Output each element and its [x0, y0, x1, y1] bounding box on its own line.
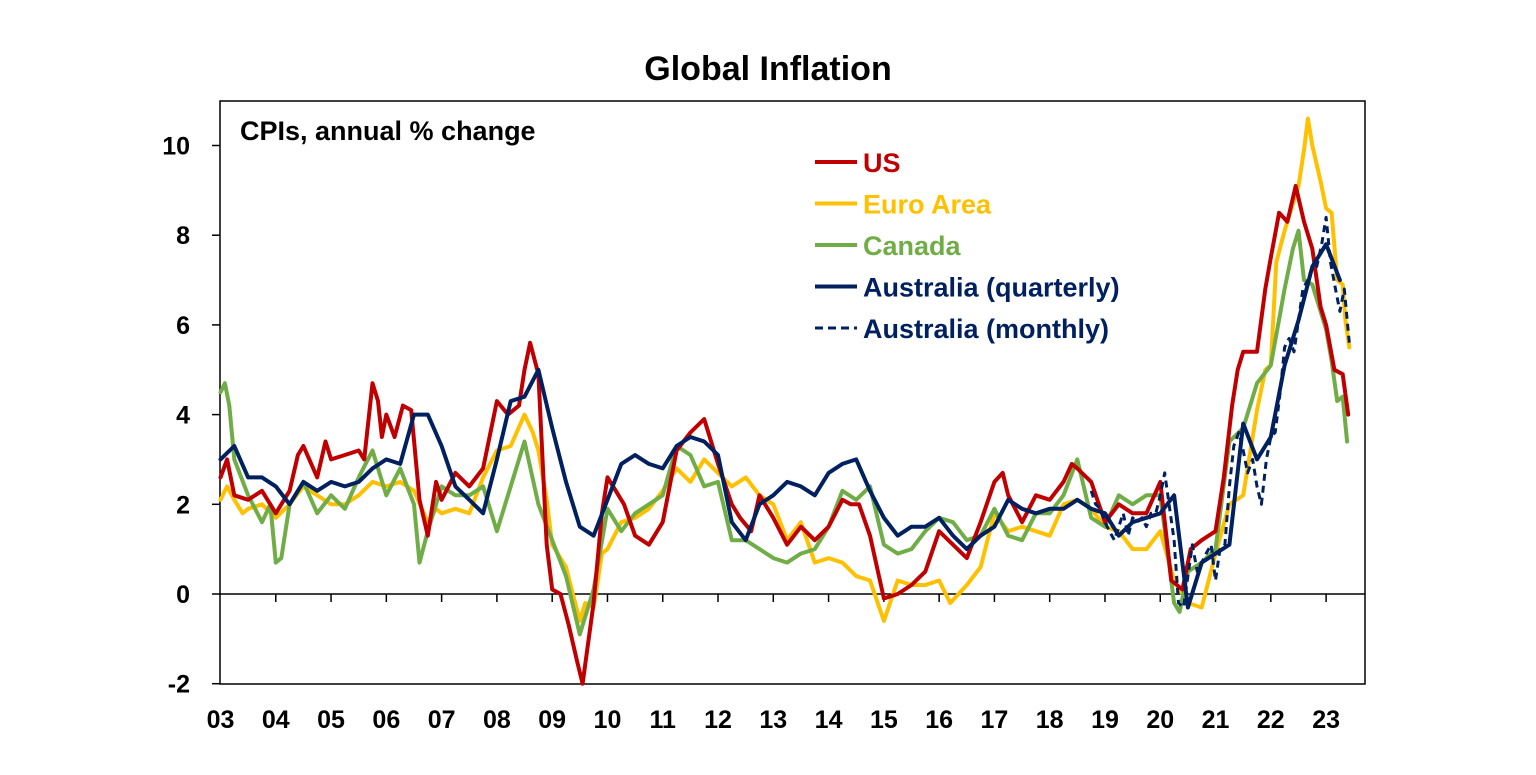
x-tick-label: 18: [1036, 706, 1064, 734]
legend-label: Australia (monthly): [863, 314, 1109, 344]
series-layer: [218, 116, 1352, 686]
plot-area: [219, 100, 1366, 685]
series-line-australia-quarterly: [218, 242, 1342, 610]
legend-label: Australia (quarterly): [863, 273, 1120, 303]
x-tick-label: 07: [428, 706, 456, 734]
y-axis: -2 0 2 4 6 8 10: [162, 133, 220, 699]
y-tick-label: 0: [176, 581, 190, 609]
x-tick-label: 11: [650, 706, 677, 734]
y-tick-label: 4: [176, 402, 190, 430]
y-tick-label: 10: [162, 133, 190, 161]
series-line-australia-monthly: [1089, 215, 1351, 609]
legend-label: Canada: [863, 231, 962, 261]
x-tick-label: 19: [1091, 706, 1119, 734]
y-tick-label: -2: [168, 671, 190, 699]
x-tick-label: 05: [317, 706, 345, 734]
series-line-euro-area: [218, 116, 1352, 623]
x-tick-label: 12: [704, 706, 732, 734]
x-tick-label: 03: [207, 706, 235, 734]
x-tick-label: 13: [759, 706, 787, 734]
y-tick-label: 8: [176, 222, 190, 250]
x-tick-label: 16: [925, 706, 953, 734]
x-tick-label: 09: [538, 706, 566, 734]
y-tick-label: 2: [176, 491, 190, 519]
x-tick-label: 14: [815, 706, 843, 734]
x-tick-label: 23: [1312, 706, 1340, 734]
y-tick-label: 6: [176, 312, 190, 340]
chart-title: Global Inflation: [644, 50, 891, 88]
x-tick-label: 17: [981, 706, 1009, 734]
legend-label: US: [863, 148, 901, 178]
x-tick-label: 20: [1146, 706, 1174, 734]
x-tick-label: 04: [262, 706, 290, 734]
x-tick-label: 21: [1202, 706, 1230, 734]
legend-label: Euro Area: [863, 190, 992, 220]
legend: US Euro Area Canada Australia (quarterly) Au…: [815, 148, 1120, 344]
x-tick-label: 22: [1257, 706, 1285, 734]
x-tick-label: 15: [870, 706, 898, 734]
x-tick-label: 06: [372, 706, 400, 734]
chart-subtitle: CPIs, annual % change: [240, 116, 536, 146]
x-tick-label: 10: [594, 706, 622, 734]
x-axis: 03 04 05 06 07 08 09 10 11 12 13 14 15 16 17 18 19 20 21 22…: [207, 594, 1340, 734]
x-tick-label: 08: [483, 706, 511, 734]
